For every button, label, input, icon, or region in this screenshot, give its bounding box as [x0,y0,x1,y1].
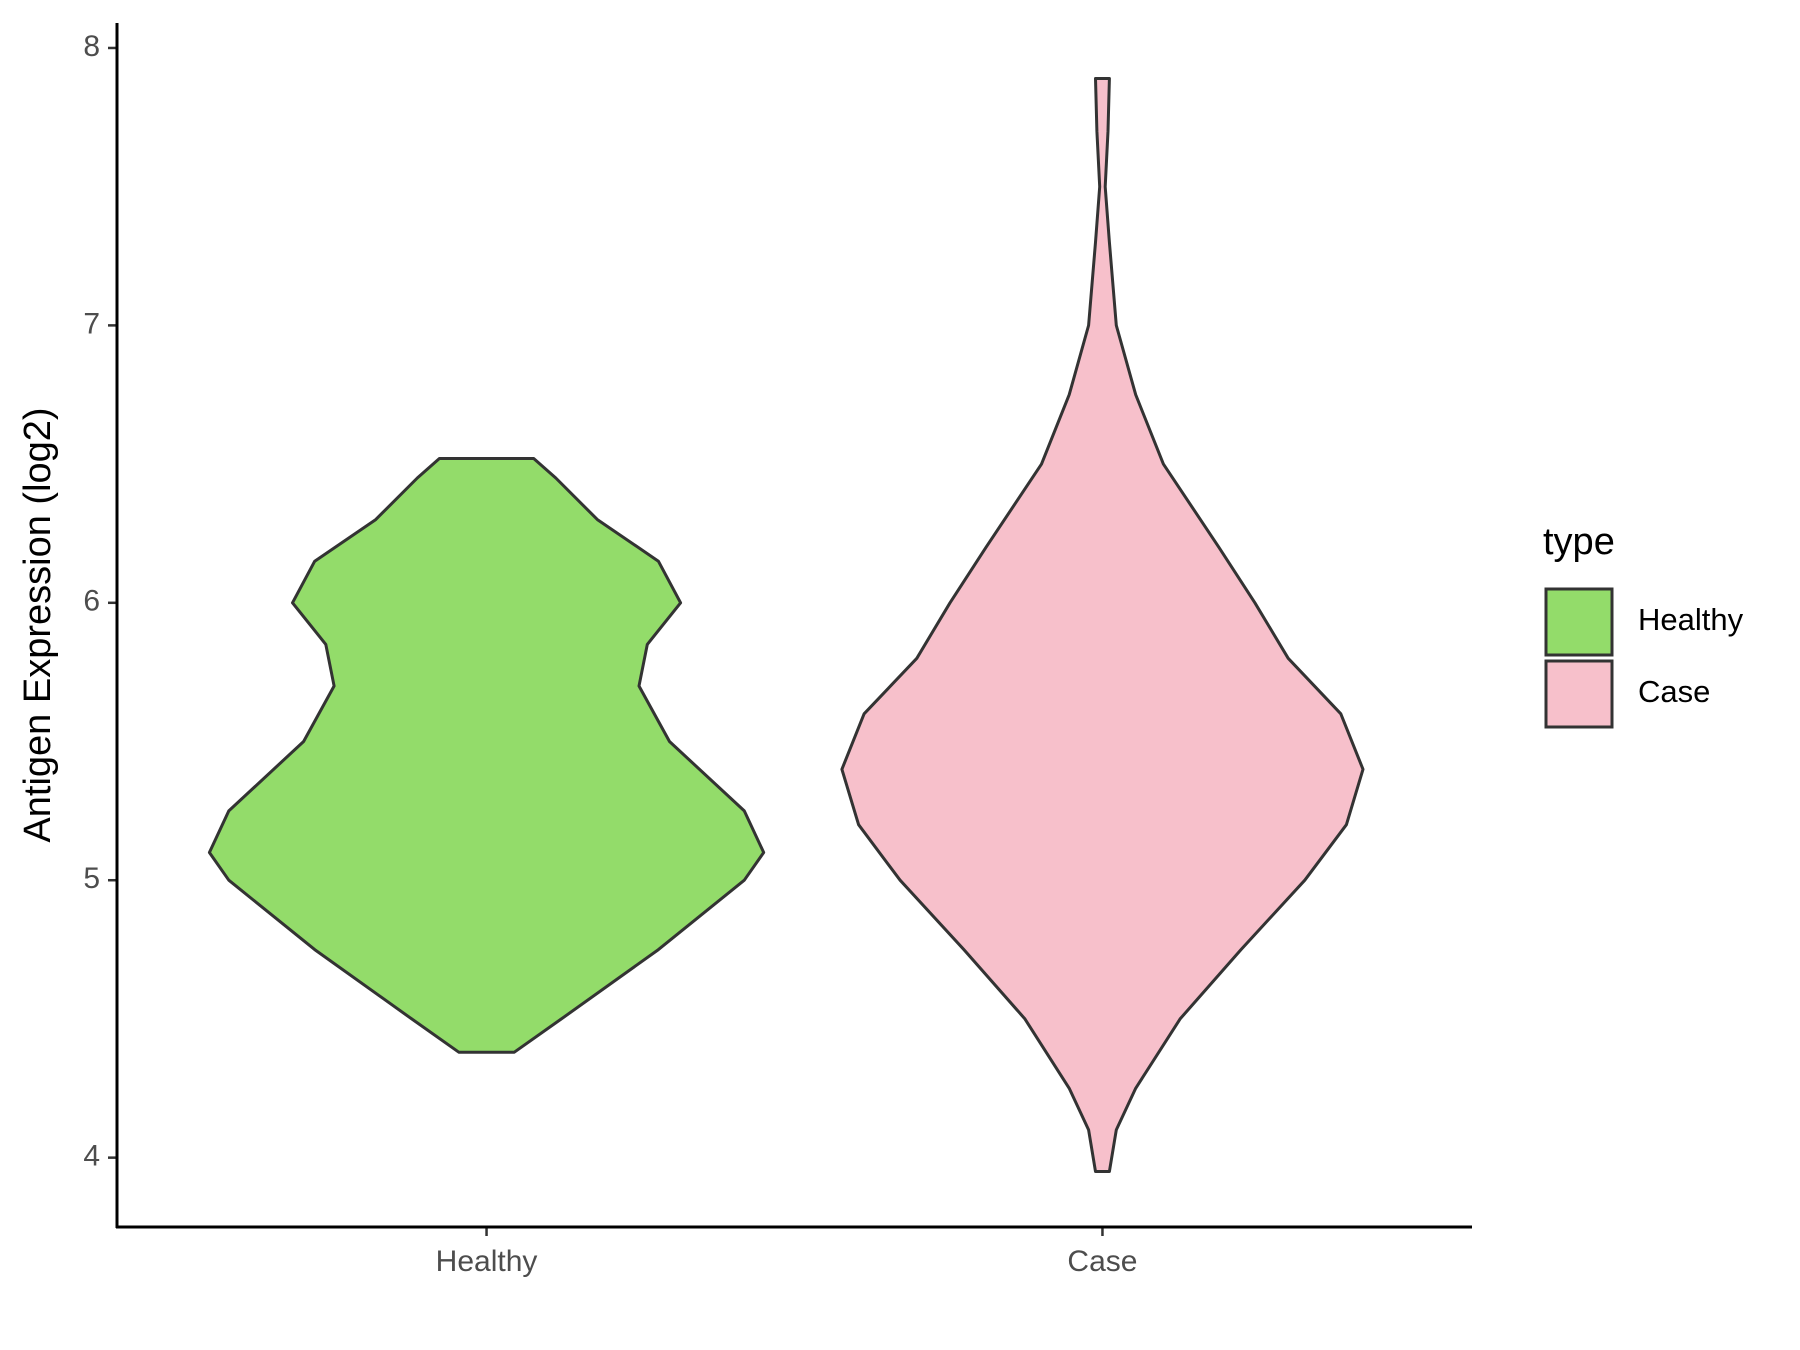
x-tick-label: Healthy [436,1245,538,1278]
x-tick-label: Case [1067,1245,1137,1278]
legend-key [1544,659,1614,729]
legend-title: type [1543,521,1615,563]
y-tick-label: 8 [83,30,100,63]
legend-label: Healthy [1638,602,1744,637]
y-axis-title: Antigen Expression (log2) [17,407,59,842]
y-tick-label: 4 [83,1140,100,1173]
legend-label: Case [1638,674,1710,709]
y-tick-label: 7 [83,307,100,340]
y-tick-label: 6 [83,585,100,618]
legend-key [1544,587,1614,657]
violin [207,457,766,1054]
violin [840,77,1365,1173]
y-tick-label: 5 [83,862,100,895]
